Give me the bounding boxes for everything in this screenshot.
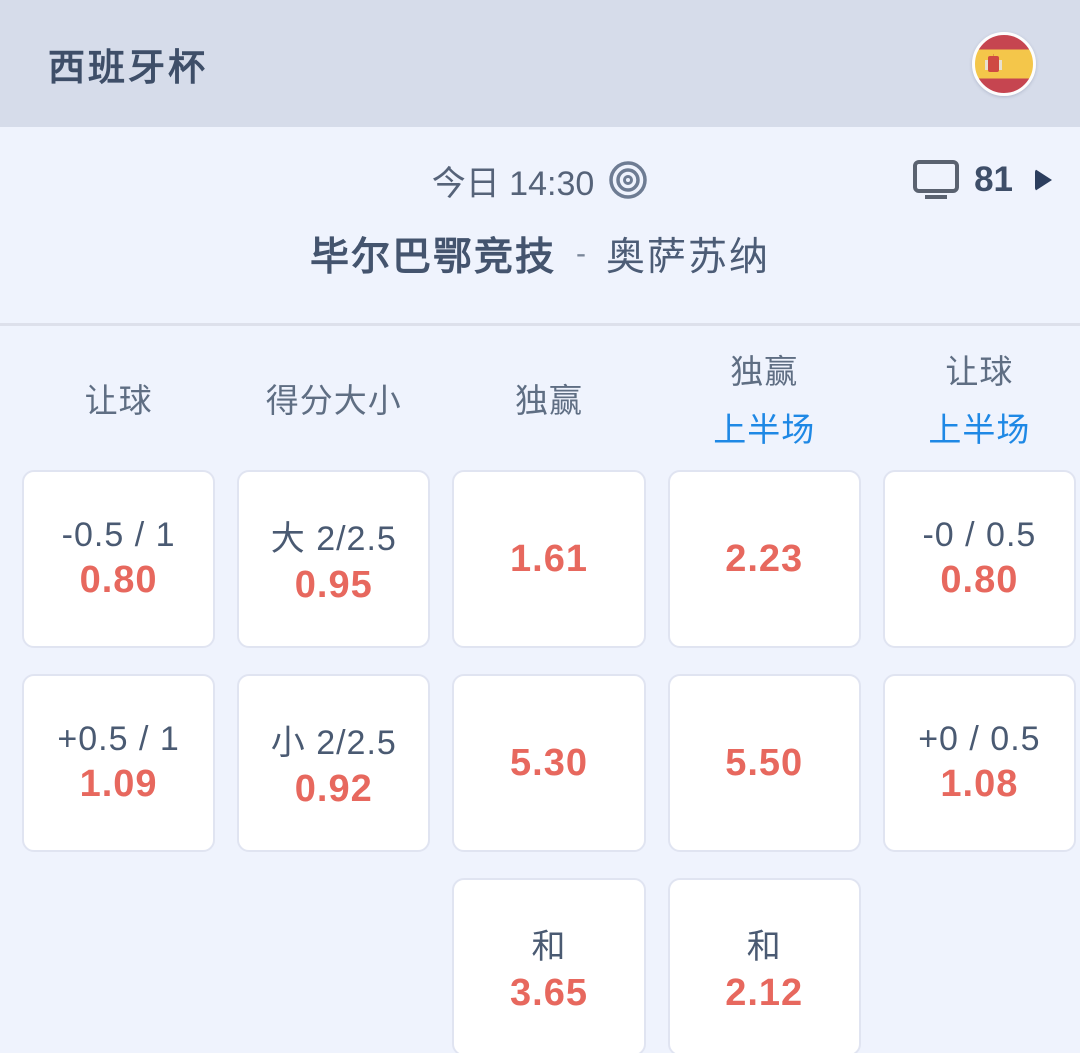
odds-cell-moneyline-draw[interactable]: 和 3.65 — [452, 878, 646, 1053]
column-header-total-points: 得分大小 — [237, 326, 430, 470]
away-team-name: 奥萨苏纳 — [606, 236, 771, 279]
odds-cell-handicap-firsthalf-away[interactable]: +0 / 0.5 1.08 — [882, 674, 1076, 852]
live-target-icon — [609, 161, 648, 199]
odds-cell-empty — [883, 878, 1076, 1053]
odds-cell-moneyline-home[interactable]: 1.61 — [452, 470, 646, 648]
odds-value: 1.09 — [79, 763, 158, 805]
odds-line-label: 和 — [531, 928, 567, 966]
team-separator: - — [576, 237, 586, 270]
spain-flag-icon — [972, 31, 1036, 96]
odds-line-label: -0 / 0.5 — [922, 516, 1037, 554]
column-header-handicap: 让球 — [22, 326, 215, 470]
odds-value: 2.12 — [725, 972, 804, 1014]
odds-cell-total-under[interactable]: 小 2/2.5 0.92 — [237, 674, 431, 852]
odds-cell-empty — [22, 878, 215, 1053]
odds-value: 0.80 — [79, 559, 158, 601]
tv-channels-button[interactable]: 81 — [912, 159, 1052, 201]
odds-line-label: +0 / 0.5 — [918, 720, 1041, 758]
odds-cell-empty — [237, 878, 430, 1053]
odds-cell-handicap-home[interactable]: -0.5 / 1 0.80 — [22, 470, 216, 648]
market-columns-header: 让球 得分大小 独赢 独赢 上半场 让球 上半场 — [22, 326, 1076, 470]
odds-cell-moneyline-firsthalf-draw[interactable]: 和 2.12 — [667, 878, 861, 1053]
column-label: 让球 — [945, 353, 1014, 390]
odds-value: 0.80 — [940, 559, 1019, 601]
odds-line-label: 小 2/2.5 — [270, 724, 397, 762]
odds-cell-moneyline-firsthalf-home[interactable]: 2.23 — [667, 470, 861, 648]
home-team-name: 毕尔巴鄂竞技 — [309, 236, 556, 279]
odds-line-label: -0.5 / 1 — [61, 516, 176, 554]
odds-value: 2.23 — [725, 537, 804, 580]
competition-title: 西班牙杯 — [48, 46, 208, 88]
odds-value: 5.30 — [510, 741, 588, 784]
odds-line-label: 大 2/2.5 — [270, 520, 397, 558]
app-header: 西班牙杯 — [0, 0, 1080, 127]
column-label: 得分大小 — [265, 382, 402, 419]
match-time-row: 今日 14:30 81 — [0, 151, 1080, 209]
column-sublabel: 上半场 — [713, 411, 816, 448]
column-label: 独赢 — [514, 382, 583, 419]
column-header-moneyline: 独赢 — [452, 326, 645, 470]
odds-line-label: +0.5 / 1 — [57, 720, 180, 758]
odds-cell-total-over[interactable]: 大 2/2.5 0.95 — [237, 470, 431, 648]
odds-value: 3.65 — [510, 972, 588, 1014]
odds-value: 1.61 — [510, 537, 588, 580]
column-sublabel: 上半场 — [928, 411, 1031, 448]
match-title-row: 毕尔巴鄂竞技 - 奥萨苏纳 — [0, 219, 1080, 289]
odds-value: 0.95 — [294, 564, 373, 606]
tv-channel-count: 81 — [974, 160, 1013, 199]
column-label: 独赢 — [730, 353, 799, 390]
section-divider — [0, 323, 1080, 326]
odds-cell-moneyline-firsthalf-away[interactable]: 5.50 — [667, 674, 861, 852]
odds-line-label: 和 — [746, 928, 782, 966]
odds-cell-handicap-away[interactable]: +0.5 / 1 1.09 — [22, 674, 216, 852]
odds-value: 1.08 — [940, 763, 1019, 805]
odds-cell-moneyline-away[interactable]: 5.30 — [452, 674, 646, 852]
chevron-right-icon — [1035, 169, 1052, 191]
odds-cell-handicap-firsthalf-home[interactable]: -0 / 0.5 0.80 — [882, 470, 1076, 648]
column-header-moneyline-first-half: 独赢 上半场 — [668, 326, 861, 470]
column-header-handicap-first-half: 让球 上半场 — [883, 326, 1076, 470]
tv-icon — [913, 160, 960, 199]
match-time: 今日 14:30 — [431, 164, 595, 203]
odds-value: 0.92 — [294, 768, 373, 810]
column-label: 让球 — [84, 382, 153, 419]
odds-grid: -0.5 / 1 0.80 大 2/2.5 0.95 1.61 2.23 -0 … — [22, 470, 1076, 1053]
odds-value: 5.50 — [725, 741, 804, 784]
